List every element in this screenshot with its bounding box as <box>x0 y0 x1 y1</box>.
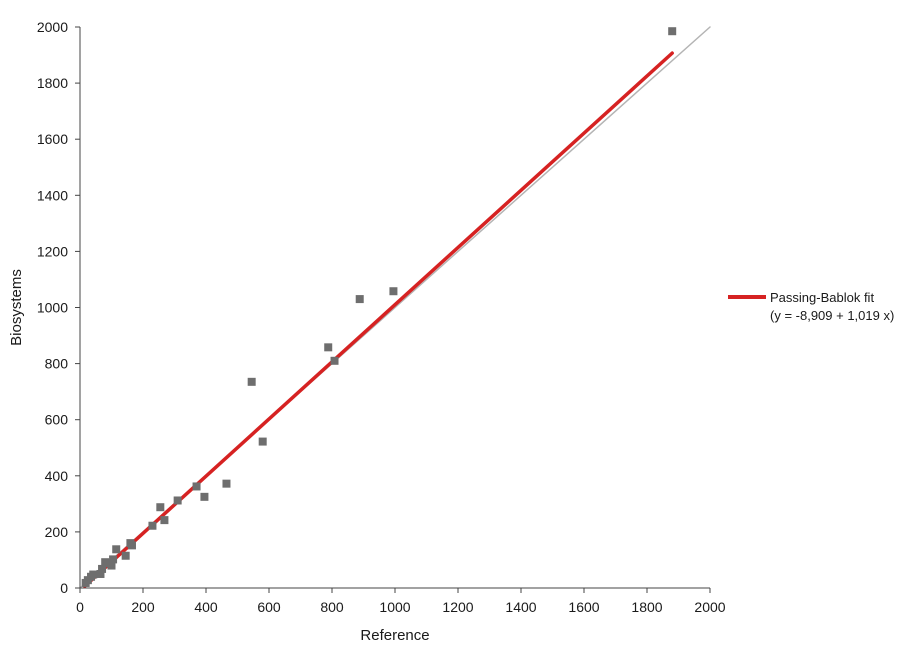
lines-layer <box>79 26 711 589</box>
x-tick-label: 1800 <box>631 599 662 615</box>
x-tick-label: 200 <box>131 599 155 615</box>
data-point <box>112 545 121 554</box>
data-point <box>258 437 267 446</box>
data-point <box>668 27 677 36</box>
y-tick-label: 2000 <box>37 19 68 35</box>
y-ticks: 0 200 400 600 800 1000 1200 1400 1600 1800 2000 <box>37 19 80 596</box>
x-axis-title: Reference <box>360 627 429 644</box>
data-point <box>355 295 364 304</box>
data-point <box>109 555 118 564</box>
data-point <box>107 561 116 570</box>
legend-label: Passing-Bablok fit <box>770 290 874 305</box>
x-tick-label: 1400 <box>505 599 536 615</box>
data-point <box>324 343 333 352</box>
data-point <box>330 356 339 365</box>
x-tick-label: 600 <box>257 599 281 615</box>
y-tick-label: 1200 <box>37 243 68 259</box>
y-tick-label: 200 <box>45 524 69 540</box>
data-point <box>156 503 165 512</box>
y-axis-title: Biosystems <box>8 269 25 346</box>
y-tick-label: 400 <box>45 468 69 484</box>
data-point <box>89 570 98 579</box>
x-tick-label: 400 <box>194 599 218 615</box>
y-tick-label: 800 <box>45 356 69 372</box>
y-tick-label: 1400 <box>37 187 68 203</box>
data-point <box>200 492 209 501</box>
legend-equation: (y = -8,909 + 1,019 x) <box>770 308 894 323</box>
x-tick-label: 1000 <box>379 599 410 615</box>
data-point <box>148 521 157 530</box>
x-tick-label: 1600 <box>568 599 599 615</box>
y-tick-label: 0 <box>60 580 68 596</box>
data-point <box>101 558 110 567</box>
axes-layer: 0 200 400 600 800 1000 1200 1400 1600 1800 2000 0 2… <box>8 19 726 644</box>
y-tick-label: 1000 <box>37 300 68 316</box>
data-point <box>389 287 398 296</box>
points-layer <box>81 27 677 587</box>
x-tick-label: 800 <box>320 599 344 615</box>
data-point <box>127 541 136 550</box>
x-tick-label: 1200 <box>442 599 473 615</box>
x-ticks: 0 200 400 600 800 1000 1200 1400 1600 1800 2000 <box>76 588 726 615</box>
data-point <box>121 551 130 560</box>
y-tick-label: 1600 <box>37 131 68 147</box>
data-point <box>222 479 231 488</box>
data-point <box>160 516 169 525</box>
x-tick-label: 2000 <box>694 599 725 615</box>
data-point <box>247 377 256 386</box>
fit-line <box>82 51 674 588</box>
data-point <box>98 564 107 573</box>
legend: Passing-Bablok fit (y = -8,909 + 1,019 x… <box>728 290 894 323</box>
y-tick-label: 600 <box>45 412 69 428</box>
y-tick-label: 1800 <box>37 75 68 91</box>
data-point <box>96 569 105 578</box>
data-point <box>192 482 201 491</box>
x-tick-label: 0 <box>76 599 84 615</box>
data-point <box>173 496 182 505</box>
